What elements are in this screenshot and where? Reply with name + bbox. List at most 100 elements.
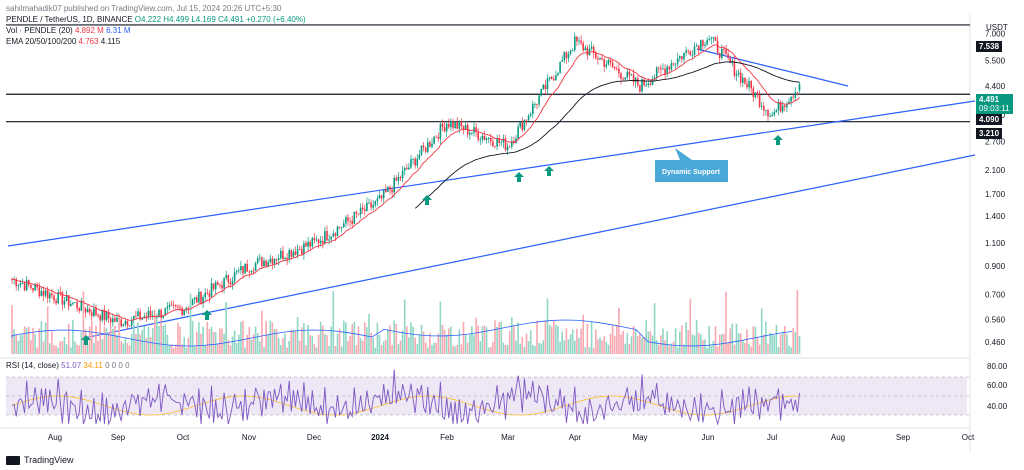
candle-body bbox=[15, 279, 17, 287]
current-price: 4.491 bbox=[979, 95, 1000, 104]
candle-body bbox=[30, 284, 32, 289]
volume-bar bbox=[779, 334, 782, 354]
rsi-tick-label: 80.00 bbox=[987, 362, 1008, 371]
candle-body bbox=[355, 211, 358, 214]
candle-body bbox=[280, 250, 282, 259]
candle-body bbox=[574, 36, 576, 51]
volume-bar bbox=[567, 339, 570, 354]
candle-body bbox=[523, 119, 526, 131]
volume-bar bbox=[450, 326, 452, 354]
candle-body bbox=[347, 217, 349, 221]
volume-bar bbox=[271, 322, 274, 354]
volume-bar bbox=[286, 347, 288, 354]
volume-bar bbox=[385, 339, 387, 354]
volume-bar bbox=[282, 338, 284, 354]
candle-body bbox=[706, 39, 708, 45]
candle-body bbox=[590, 46, 593, 49]
volume-bar bbox=[456, 344, 458, 354]
volume-bar bbox=[151, 328, 154, 354]
volume-bar bbox=[307, 324, 309, 354]
candle-body bbox=[55, 300, 57, 304]
candle-body bbox=[126, 320, 129, 326]
volume-bar bbox=[584, 347, 587, 354]
volume-bar bbox=[357, 326, 360, 354]
volume-bar bbox=[214, 332, 217, 354]
candle-body bbox=[391, 189, 393, 193]
candle-body bbox=[330, 236, 332, 240]
annotation-bubble bbox=[655, 148, 728, 182]
candle-body bbox=[784, 105, 786, 108]
candle-body bbox=[382, 189, 385, 199]
time-tick-label: Apr bbox=[569, 433, 582, 442]
volume-bar bbox=[269, 320, 272, 354]
candle-body bbox=[536, 103, 538, 105]
ema-legend[interactable]: EMA 20/50/100/200 4.763 4.115 bbox=[6, 37, 120, 46]
candle-body bbox=[294, 251, 297, 256]
volume-bar bbox=[212, 331, 215, 354]
volume-bar bbox=[145, 338, 148, 354]
volume-bar bbox=[786, 334, 788, 354]
volume-bar bbox=[460, 344, 463, 354]
candle-body bbox=[672, 63, 675, 65]
volume-bar bbox=[334, 346, 337, 354]
volume-bar bbox=[280, 345, 282, 354]
volume-bar bbox=[330, 326, 332, 354]
volume-bar bbox=[49, 343, 51, 354]
candle-body bbox=[17, 285, 20, 287]
volume-bar bbox=[441, 324, 444, 354]
candle-body bbox=[798, 83, 801, 91]
support-arrow-icon bbox=[773, 135, 783, 145]
volume-bar bbox=[676, 347, 679, 354]
candle-body bbox=[687, 50, 689, 52]
candle-body bbox=[93, 308, 95, 317]
candle-body bbox=[88, 308, 91, 313]
candle-body bbox=[443, 127, 446, 132]
footer-brand[interactable]: TradingView bbox=[6, 455, 74, 465]
candle-body bbox=[273, 258, 276, 264]
candle-body bbox=[395, 177, 398, 181]
volume-bar bbox=[781, 331, 784, 354]
volume-bar bbox=[298, 340, 301, 354]
volume-bar bbox=[107, 332, 110, 354]
candle-body bbox=[357, 213, 360, 215]
symbol-title[interactable]: PENDLE / TetherUS, 1D, BINANCE bbox=[6, 15, 133, 24]
volume-legend[interactable]: Vol · PENDLE (20) 4.892 M 6.31 M bbox=[6, 26, 131, 35]
candle-body bbox=[544, 84, 547, 90]
volume-bar bbox=[355, 345, 358, 354]
volume-bar bbox=[630, 336, 633, 354]
candle-body bbox=[422, 145, 425, 148]
volume-bar bbox=[798, 336, 801, 354]
candle-body bbox=[670, 63, 673, 70]
candle-body bbox=[601, 57, 603, 60]
volume-bar bbox=[609, 333, 612, 354]
volume-bar bbox=[376, 322, 379, 354]
candle-body bbox=[605, 64, 608, 67]
candle-body bbox=[338, 226, 341, 228]
candle-body bbox=[267, 262, 269, 267]
volume-bar bbox=[760, 308, 763, 354]
candle-body bbox=[674, 63, 677, 65]
volume-bar bbox=[553, 320, 555, 354]
candle-body bbox=[229, 282, 232, 285]
volume-bar bbox=[389, 325, 391, 354]
candle-body bbox=[221, 284, 223, 289]
currency-label[interactable]: USDT bbox=[986, 23, 1008, 32]
candle-body bbox=[550, 77, 553, 80]
volume-bar bbox=[387, 328, 389, 354]
support-arrow-icon bbox=[422, 195, 432, 205]
volume-bar bbox=[597, 339, 599, 354]
volume-bar bbox=[200, 333, 202, 354]
volume-bar bbox=[109, 326, 112, 354]
rsi-legend[interactable]: RSI (14, close) 51.07 34.11 0 0 0 0 bbox=[6, 361, 130, 370]
candle-body bbox=[607, 60, 610, 65]
volume-bar bbox=[328, 345, 330, 354]
candle-body bbox=[311, 238, 314, 247]
candle-body bbox=[450, 121, 452, 128]
volume-bar bbox=[401, 330, 404, 354]
volume-bar bbox=[731, 323, 734, 354]
candle-body bbox=[269, 258, 272, 263]
rsi-tick-label: 40.00 bbox=[987, 402, 1008, 411]
candle-body bbox=[187, 307, 190, 309]
candle-body bbox=[42, 291, 45, 296]
candle-body bbox=[252, 270, 255, 272]
